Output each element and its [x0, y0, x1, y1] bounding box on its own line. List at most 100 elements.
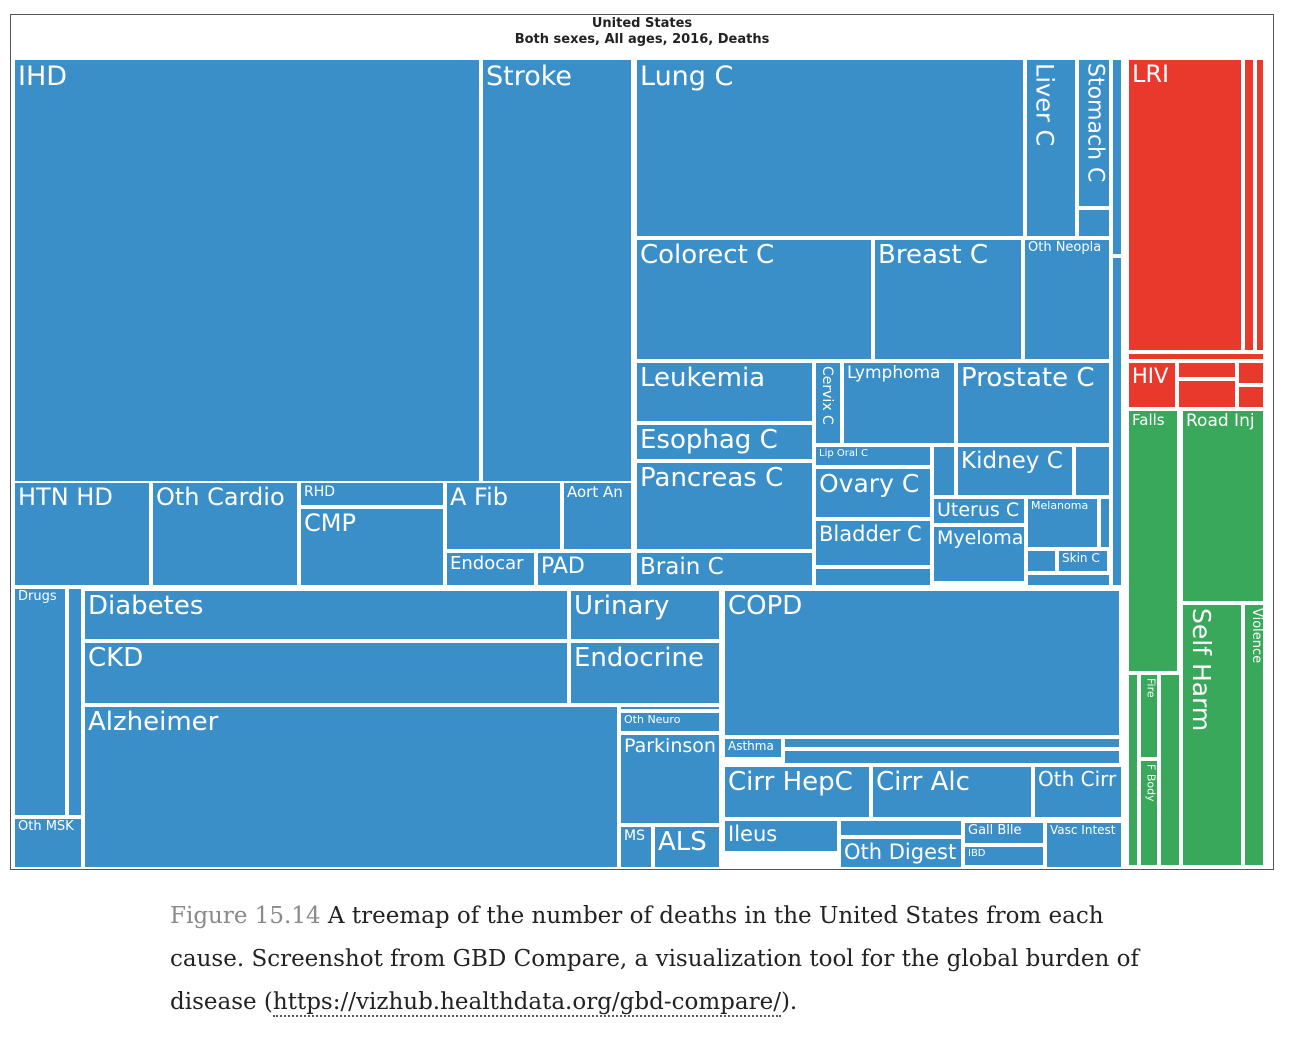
treemap-cell-oth-neopla[interactable]: Oth Neopla [1023, 238, 1111, 361]
treemap-cell-endocrine[interactable]: Endocrine [569, 641, 721, 705]
treemap-cell-ovary-c[interactable]: Ovary C [814, 467, 932, 519]
treemap-cell-minor-ncd-3[interactable] [1099, 497, 1111, 549]
treemap-cell-minor-ncd-4[interactable] [1026, 549, 1057, 573]
treemap-cell-als[interactable]: ALS [653, 825, 721, 869]
treemap-cell-self-harm[interactable]: Self Harm [1181, 603, 1243, 867]
treemap-cell-minor-ncd-2[interactable] [1074, 445, 1111, 497]
treemap-cell-minor-communicable-15[interactable] [1255, 58, 1265, 352]
treemap-cell-label: A Fib [450, 483, 509, 511]
treemap-cell-label: Stomach C [1082, 63, 1108, 183]
treemap-cell-stomach-c[interactable]: Stomach C [1077, 58, 1111, 208]
treemap-cell-melanoma[interactable]: Melanoma [1026, 497, 1099, 549]
treemap-cell-lip-oral-c[interactable]: Lip Oral C [814, 445, 932, 467]
treemap-cell-vasc-intest[interactable]: Vasc Intest [1045, 821, 1123, 869]
treemap-cell-bladder-c[interactable]: Bladder C [814, 519, 932, 567]
treemap-cell-lri[interactable]: LRI [1127, 58, 1243, 352]
treemap-cell-minor-ncd-0[interactable] [1111, 58, 1123, 256]
treemap-cell-myeloma[interactable]: Myeloma [932, 525, 1026, 583]
treemap-cell-minor-communicable-20[interactable] [1237, 385, 1265, 409]
treemap-cell-label: CKD [88, 643, 144, 673]
treemap-cell-pancreas-c[interactable]: Pancreas C [635, 461, 814, 551]
treemap-cell-colorect-c[interactable]: Colorect C [635, 238, 873, 361]
figure-label: Figure 15.14 [170, 903, 321, 929]
treemap-cell-cmp[interactable]: CMP [299, 507, 445, 587]
treemap-cell-oth-digest[interactable]: Oth Digest [839, 837, 963, 869]
treemap-cell-minor-ncd-12[interactable] [783, 749, 1121, 765]
treemap-cell-urinary[interactable]: Urinary [569, 589, 721, 641]
treemap-cell-ileus[interactable]: Ileus [723, 819, 839, 853]
treemap-cell-rhd[interactable]: RHD [299, 481, 445, 507]
treemap-cell-minor-ncd-8[interactable] [1111, 256, 1123, 587]
treemap-cell-cirr-hepc[interactable]: Cirr HepC [723, 765, 871, 819]
treemap-cell-label: Violence [1248, 608, 1264, 664]
treemap-cell-label: Brain C [640, 554, 724, 580]
caption-link[interactable]: https://vizhub.healthdata.org/gbd-compar… [272, 989, 781, 1017]
treemap-cell-brain-c[interactable]: Brain C [635, 551, 814, 587]
treemap-cell-falls[interactable]: Falls [1127, 409, 1179, 673]
treemap-cell-ckd[interactable]: CKD [83, 641, 569, 705]
treemap-cell-liver-c[interactable]: Liver C [1025, 58, 1077, 238]
treemap-cell-oth-cardio[interactable]: Oth Cardio [151, 481, 299, 587]
treemap-cell-minor-communicable-16[interactable] [1127, 352, 1265, 361]
treemap-cell-ibd[interactable]: IBD [963, 845, 1045, 867]
treemap-cell-minor-communicable-19[interactable] [1237, 361, 1265, 385]
treemap-cell-label: Oth Cardio [156, 483, 285, 511]
treemap-cell-parkinson[interactable]: Parkinson [619, 733, 721, 825]
treemap-cell-minor-ncd-1[interactable] [1077, 208, 1111, 238]
treemap-cell-minor-ncd-9[interactable] [67, 587, 83, 817]
treemap-cell-skin-c[interactable]: Skin C [1057, 549, 1109, 573]
treemap-cell-ms[interactable]: MS [619, 825, 653, 869]
treemap-cell-alzheimer[interactable]: Alzheimer [83, 705, 619, 869]
treemap-cell-minor-ncd-6[interactable] [814, 567, 932, 587]
treemap-cell-minor-communicable-14[interactable] [1243, 58, 1255, 352]
treemap-cell-cervix-c[interactable]: Cervix C [814, 361, 842, 445]
treemap-cell-f-body[interactable]: F Body [1139, 759, 1159, 867]
treemap-cell-label: Alzheimer [88, 707, 219, 737]
treemap-cell-copd[interactable]: COPD [723, 589, 1121, 737]
treemap-cell-road-inj[interactable]: Road Inj [1181, 409, 1265, 603]
treemap-cell-stroke[interactable]: Stroke [481, 58, 633, 486]
treemap-cell-lymphoma[interactable]: Lymphoma [842, 361, 956, 445]
treemap-cell-label: Diabetes [88, 591, 204, 621]
treemap-cell-endocar[interactable]: Endocar [445, 551, 536, 587]
treemap-cell-minor-communicable-17[interactable] [1177, 361, 1237, 379]
treemap-cell-kidney-c[interactable]: Kidney C [956, 445, 1074, 497]
treemap-cell-lung-c[interactable]: Lung C [635, 58, 1025, 238]
treemap-cell-minor-communicable-18[interactable] [1177, 379, 1237, 409]
treemap-cell-oth-neuro[interactable]: Oth Neuro [619, 711, 721, 733]
treemap-cell-cirr-alc[interactable]: Cirr Alc [871, 765, 1033, 819]
treemap-cell-oth-cirr[interactable]: Oth Cirr [1033, 765, 1123, 819]
treemap-cell-label: Kidney C [961, 448, 1063, 474]
treemap-cell-minor-ncd-5[interactable] [1026, 573, 1111, 587]
treemap-cell-drugs[interactable]: Drugs [13, 587, 67, 817]
treemap-cell-a-fib[interactable]: A Fib [445, 481, 562, 551]
treemap-cell-asthma[interactable]: Asthma [723, 737, 783, 759]
treemap-cell-esophag-c[interactable]: Esophag C [635, 423, 814, 461]
treemap-cell-ihd[interactable]: IHD [13, 58, 481, 486]
treemap-cell-minor-ncd-11[interactable] [783, 737, 1121, 749]
treemap-cell-label: Drugs [18, 589, 57, 604]
treemap-cell-leukemia[interactable]: Leukemia [635, 361, 814, 423]
treemap-cell-minor-ncd-13[interactable] [839, 819, 963, 837]
treemap-cell-prostate-c[interactable]: Prostate C [956, 361, 1111, 445]
treemap-cell-diabetes[interactable]: Diabetes [83, 589, 569, 641]
treemap-cell-htn-hd[interactable]: HTN HD [13, 481, 151, 587]
treemap-cell-fire[interactable]: Fire [1139, 673, 1159, 759]
treemap-cell-label: Lung C [640, 61, 734, 92]
treemap-cell-aort-an[interactable]: Aort An [562, 481, 633, 551]
treemap-cell-minor-ncd-7[interactable] [932, 445, 956, 497]
treemap-cell-label: COPD [728, 591, 803, 621]
treemap-cell-minor-injuries-22[interactable] [1159, 673, 1181, 867]
treemap-cell-oth-msk[interactable]: Oth MSK [13, 817, 83, 869]
treemap-cell-minor-injuries-21[interactable] [1127, 673, 1139, 867]
treemap-cell-label: Esophag C [640, 425, 778, 455]
treemap-cell-violence[interactable]: Violence [1243, 603, 1265, 867]
treemap-cell-pad[interactable]: PAD [536, 551, 633, 587]
treemap-cell-uterus-c[interactable]: Uterus C [932, 497, 1026, 525]
treemap-cell-label: Ileus [728, 822, 778, 846]
treemap-cell-hiv[interactable]: HIV [1127, 361, 1177, 409]
treemap-cell-breast-c[interactable]: Breast C [873, 238, 1023, 361]
treemap-cell-gall-blle[interactable]: Gall Blle [963, 821, 1045, 845]
treemap-cell-minor-ncd-10[interactable] [619, 705, 721, 711]
treemap-cell-label: Oth Neuro [624, 713, 681, 726]
